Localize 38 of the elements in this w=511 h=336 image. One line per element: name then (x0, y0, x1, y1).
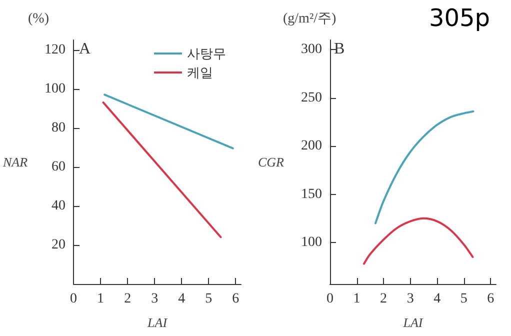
text: 305p (428, 4, 490, 32)
chart-title: A (79, 40, 91, 58)
x-tick-label: 3 (151, 292, 158, 306)
y-tick-label: 100 (301, 235, 322, 250)
x-tick-label: 1 (97, 292, 104, 306)
x-tick-label: 2 (380, 292, 388, 306)
y-axis-title: NAR (2, 154, 28, 170)
y-tick-label: 100 (44, 81, 66, 96)
y-tick-label: 150 (301, 186, 322, 202)
y-tick-label: 200 (301, 138, 322, 154)
line-series (363, 217, 474, 265)
x-tick-label: 3 (406, 292, 414, 306)
x-tick-label: 6 (487, 292, 494, 306)
text: (g/m²/주) (283, 12, 337, 26)
y-tick-label: 120 (44, 42, 66, 58)
line-series (374, 110, 474, 224)
x-tick-label: 6 (232, 292, 240, 306)
y-tick-label: 20 (52, 237, 66, 252)
x-tick-label: 2 (124, 292, 132, 306)
x-tick-label: 0 (70, 292, 78, 306)
chart-title: B (334, 40, 345, 58)
y-axis-title: CGR (258, 154, 284, 170)
x-tick-label: 0 (326, 292, 334, 306)
legend-label: 사탕무 (187, 46, 226, 61)
y-tick-label: 250 (301, 90, 322, 106)
text: (%) (28, 12, 50, 26)
x-tick-label: 5 (205, 292, 212, 306)
x-tick-label: 4 (178, 292, 186, 306)
y-tick-label: 80 (52, 120, 66, 136)
x-axis-title: LAI (146, 315, 168, 330)
x-axis-title: LAI (402, 315, 424, 330)
legend-label: 케일 (187, 65, 213, 80)
y-tick-label: 300 (301, 42, 322, 58)
x-tick-label: 5 (460, 292, 468, 306)
x-tick-label: 1 (353, 292, 360, 306)
y-tick-label: 40 (52, 198, 66, 214)
x-tick-label: 4 (434, 292, 441, 306)
y-tick-label: 60 (52, 159, 66, 174)
